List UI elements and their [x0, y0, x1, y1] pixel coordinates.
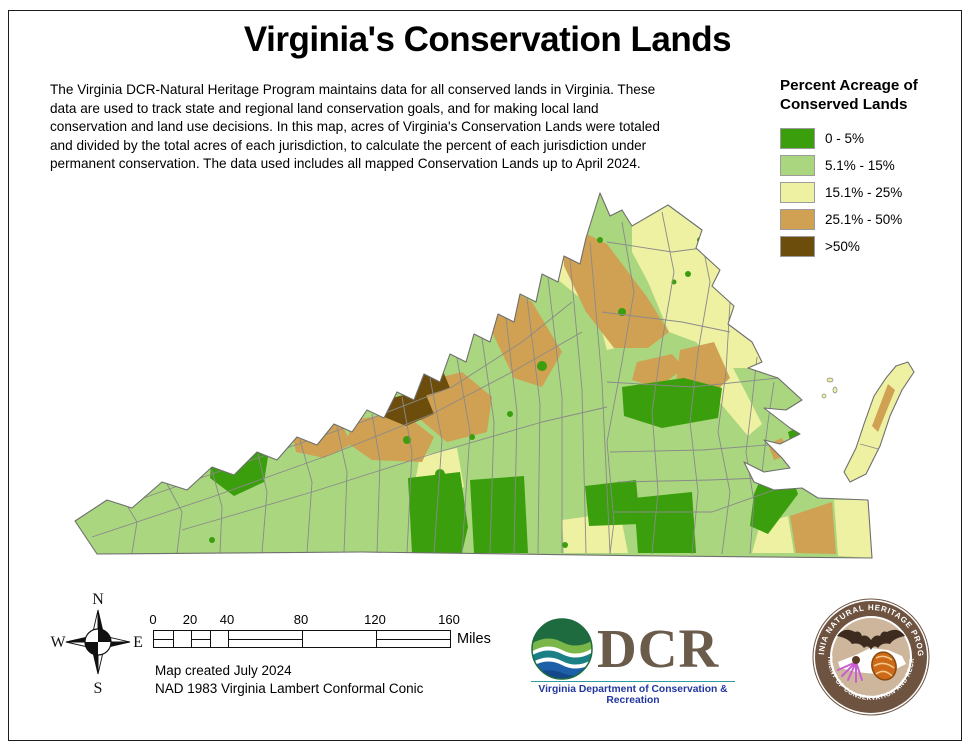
scale-half-line: [154, 639, 173, 641]
scale-tick-label: 80: [293, 612, 309, 627]
natural-heritage-seal: VIRGINIA NATURAL HERITAGE PROGRAM DEPART…: [810, 596, 930, 716]
county-shape: [408, 472, 468, 553]
compass-hub: [84, 628, 112, 656]
legend-items: 0 - 5% 5.1% - 15% 15.1% - 25% 25.1% - 50% >5…: [780, 127, 960, 257]
county-boundaries: [91, 211, 781, 555]
county-shape: [408, 322, 464, 360]
scale-tick-label: 160: [438, 612, 460, 627]
legend-item: 25.1% - 50%: [780, 208, 960, 230]
map-description: The Virginia DCR-Natural Heritage Progra…: [50, 82, 660, 172]
map-created-text: Map created July 2024: [155, 663, 292, 678]
scale-bar-bar: [153, 630, 451, 648]
scale-half-line: [191, 639, 210, 641]
island: [832, 386, 838, 394]
scale-divider: [302, 631, 304, 647]
county-shape: [634, 492, 696, 553]
legend-item: 15.1% - 25%: [780, 181, 960, 203]
city-enclave: [507, 411, 513, 417]
page-border: [8, 10, 962, 741]
legend-item: >50%: [780, 235, 960, 257]
dcr-globe-icon: [531, 618, 593, 680]
scale-tick-label: 20: [182, 612, 198, 627]
legend-item: 5.1% - 15%: [780, 154, 960, 176]
legend: Percent Acreage of Conserved Lands 0 - 5…: [780, 76, 960, 263]
legend-swatch: [780, 208, 815, 230]
scale-bar: 0 20 40 80 120 160 Miles: [149, 612, 493, 667]
legend-label: 15.1% - 25%: [825, 184, 903, 200]
scale-tick-label: 120: [364, 612, 386, 627]
island: [821, 393, 827, 399]
legend-label: >50%: [825, 238, 860, 254]
legend-title: Percent Acreage of Conserved Lands: [780, 77, 918, 113]
city-enclave: [597, 237, 603, 243]
county-shape: [790, 502, 836, 554]
scale-divider: [172, 631, 174, 647]
county-shape: [470, 476, 528, 553]
city-enclave: [685, 271, 691, 277]
eastern-shore: [821, 361, 915, 483]
county-shape: [872, 384, 895, 432]
legend-swatch: [780, 127, 815, 149]
city-enclave: [537, 361, 547, 371]
compass-e-label: E: [133, 634, 143, 651]
map-projection-text: NAD 1983 Virginia Lambert Conformal Coni…: [155, 681, 424, 696]
legend-label: 0 - 5%: [825, 130, 865, 146]
compass-w-label: W: [50, 634, 66, 651]
compass-n-label: N: [92, 591, 104, 608]
city-enclave: [488, 298, 496, 306]
legend-swatch: [780, 235, 815, 257]
scale-tick-label: 40: [219, 612, 235, 627]
scale-divider: [209, 631, 211, 647]
legend-swatch: [780, 154, 815, 176]
county-shape: [717, 256, 735, 275]
scale-bar-ticks: 0 20 40 80 120 160: [149, 612, 493, 627]
scale-tick-label: 0: [149, 612, 157, 627]
city-enclave: [209, 537, 215, 543]
island: [826, 377, 834, 383]
page-title: Virginia's Conservation Lands: [243, 20, 732, 59]
state-outline: [74, 192, 873, 559]
legend-swatch: [780, 181, 815, 203]
scale-bar-unit: Miles: [457, 631, 491, 647]
dcr-caption: Virginia Department of Conservation & Re…: [531, 681, 735, 706]
scale-half-line: [376, 639, 450, 641]
county-shape: [562, 222, 669, 348]
legend-item: 0 - 5%: [780, 127, 960, 149]
compass-rose: N S W E: [50, 591, 143, 696]
county-shape: [834, 500, 872, 558]
legend-label: 5.1% - 15%: [825, 157, 895, 173]
legend-label: 25.1% - 50%: [825, 211, 903, 227]
county-shape: [632, 205, 762, 368]
seal-artwork: [837, 629, 906, 683]
city-enclave: [562, 542, 568, 548]
dcr-acronym: DCR: [597, 618, 720, 679]
map-credits: Map created July 2024 NAD 1983 Virginia …: [155, 662, 423, 698]
virginia-choropleth-map: [74, 192, 915, 559]
county-shape: [622, 378, 722, 428]
compass-s-label: S: [94, 680, 103, 696]
dcr-logo: DCR Virginia Department of Conservation …: [531, 618, 737, 706]
scale-half-line: [228, 639, 302, 641]
city-enclave: [469, 434, 475, 440]
